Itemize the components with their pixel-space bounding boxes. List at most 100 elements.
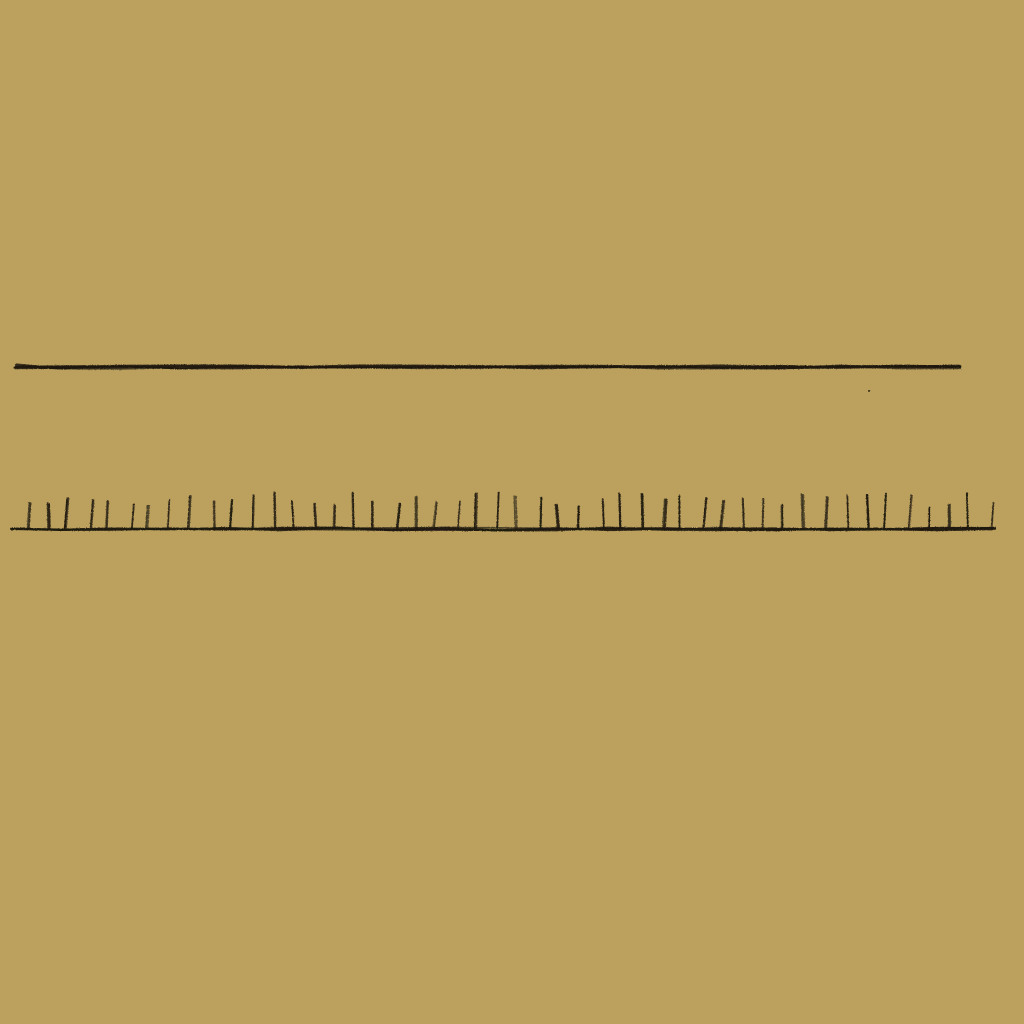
ruler-tick-stroke: [90, 498, 95, 530]
ruler-tick: [432, 500, 438, 529]
ruler-tick: [351, 491, 355, 529]
ruler-tick: [145, 503, 150, 529]
ruler-tick-stroke: [824, 495, 828, 530]
ruler-tick-stroke: [719, 499, 724, 529]
ruler-tick-stroke: [846, 494, 850, 529]
ruler-tick-stroke: [761, 497, 764, 529]
ruler-tick: [496, 491, 500, 529]
ruler-tick: [229, 499, 234, 530]
ruler-tick-stroke: [702, 497, 708, 530]
ruler-tick-stroke: [965, 492, 969, 529]
ruler-tick: [800, 493, 806, 530]
ruler-tick: [105, 500, 110, 530]
ruler-tick-stroke: [474, 492, 478, 530]
ruler-tick: [846, 494, 850, 529]
ruler-tick-stroke: [800, 493, 804, 530]
ruler-tick-stroke: [46, 502, 50, 529]
ruler-tick-stroke: [555, 503, 560, 530]
ruler-tick-stroke: [473, 492, 477, 529]
ruler-tick-stroke: [801, 493, 806, 530]
ruler-tick: [601, 498, 605, 529]
ruler-tick-stroke: [273, 491, 277, 529]
ruler-tick-stroke: [496, 491, 500, 529]
ruler-tick: [824, 495, 829, 530]
ruler-tick-stroke: [514, 495, 518, 529]
ruler-tick-stroke: [352, 491, 355, 529]
ruler-tick-stroke: [762, 497, 765, 529]
ruler-tick: [186, 495, 192, 529]
ruler-tick: [291, 500, 295, 529]
ruler-tick-stroke: [513, 495, 517, 529]
ruler-tick: [780, 503, 784, 529]
ruler-tick: [990, 501, 995, 529]
ruler-tick-stroke: [213, 500, 216, 530]
ruler-tick-stroke: [48, 502, 51, 529]
ruler-tick-stroke: [539, 496, 543, 529]
ruler-tick: [702, 497, 708, 530]
ruler-tick: [457, 500, 461, 529]
ruler-tick-stroke: [742, 497, 745, 529]
ruler-tick-stroke: [28, 502, 32, 529]
ruler-tick: [395, 502, 402, 530]
ruler-tick-stroke: [865, 493, 870, 530]
ruler-tick: [761, 497, 765, 529]
stray-mark: [868, 390, 870, 392]
ruler-tick-stroke: [145, 503, 149, 529]
upper-line-stroke: [14, 364, 962, 370]
ruler-tick-stroke: [619, 492, 622, 529]
ruler-tick-stroke: [990, 501, 995, 529]
ruler-tick: [46, 502, 51, 529]
ruler-tick: [251, 494, 255, 530]
ruler-tick-stroke: [333, 503, 337, 530]
ruler-tick: [719, 499, 726, 530]
ruler-tick: [618, 492, 622, 529]
ruler-tick-stroke: [105, 500, 110, 530]
ruler-tick: [212, 500, 216, 530]
ruler-tick-stroke: [26, 501, 31, 530]
ruler-tick: [371, 500, 374, 530]
ruler-tick-stroke: [908, 494, 913, 530]
ruler-tick: [883, 492, 887, 529]
ruler-tick: [865, 493, 870, 530]
ruler-tick: [26, 501, 32, 530]
ruler-tick-stroke: [457, 500, 461, 529]
ruler-tick-stroke: [663, 498, 668, 530]
ruler-tick-stroke: [883, 492, 887, 529]
ruler-tick-stroke: [291, 500, 295, 529]
ruler-tick-stroke: [396, 503, 402, 529]
ruler-tick-stroke: [662, 498, 666, 530]
ruler-tick: [513, 495, 518, 529]
ruler-tick-stroke: [351, 491, 354, 529]
ruler-tick: [473, 492, 478, 530]
ruler-tick: [741, 497, 745, 529]
ruler-tick: [907, 494, 913, 530]
ruler-tick-stroke: [741, 497, 745, 529]
ruler-tick-stroke: [601, 498, 605, 529]
ruler-tick-stroke: [641, 493, 645, 530]
ruler-tick: [554, 503, 560, 530]
ruler-tick: [130, 503, 135, 529]
ruler-tick-stroke: [577, 505, 580, 529]
ruler-tick: [947, 503, 952, 530]
ruler-tick-stroke: [229, 499, 233, 529]
tick-ruler: [10, 491, 997, 532]
ruler-tick: [313, 502, 318, 530]
ruler-tick-stroke: [146, 503, 150, 529]
ruler-tick-stroke: [251, 494, 254, 529]
ruler-tick-stroke: [167, 498, 171, 529]
ruler-tick: [576, 505, 580, 530]
ruler-baseline-stroke: [10, 526, 997, 532]
ruler-tick: [965, 492, 969, 529]
ruler-tick-stroke: [187, 495, 192, 529]
ruler-tick: [63, 497, 70, 530]
ruler-tick: [273, 491, 277, 529]
ruler-tick-stroke: [64, 497, 70, 530]
ruler-tick-stroke: [618, 492, 622, 529]
ruler-tick-stroke: [825, 496, 829, 529]
ruler-tick: [662, 498, 668, 530]
ruler-tick: [332, 503, 337, 530]
ruler-tick: [414, 495, 418, 530]
ruler-tick-stroke: [554, 503, 559, 529]
ruler-tick-stroke: [432, 500, 438, 529]
